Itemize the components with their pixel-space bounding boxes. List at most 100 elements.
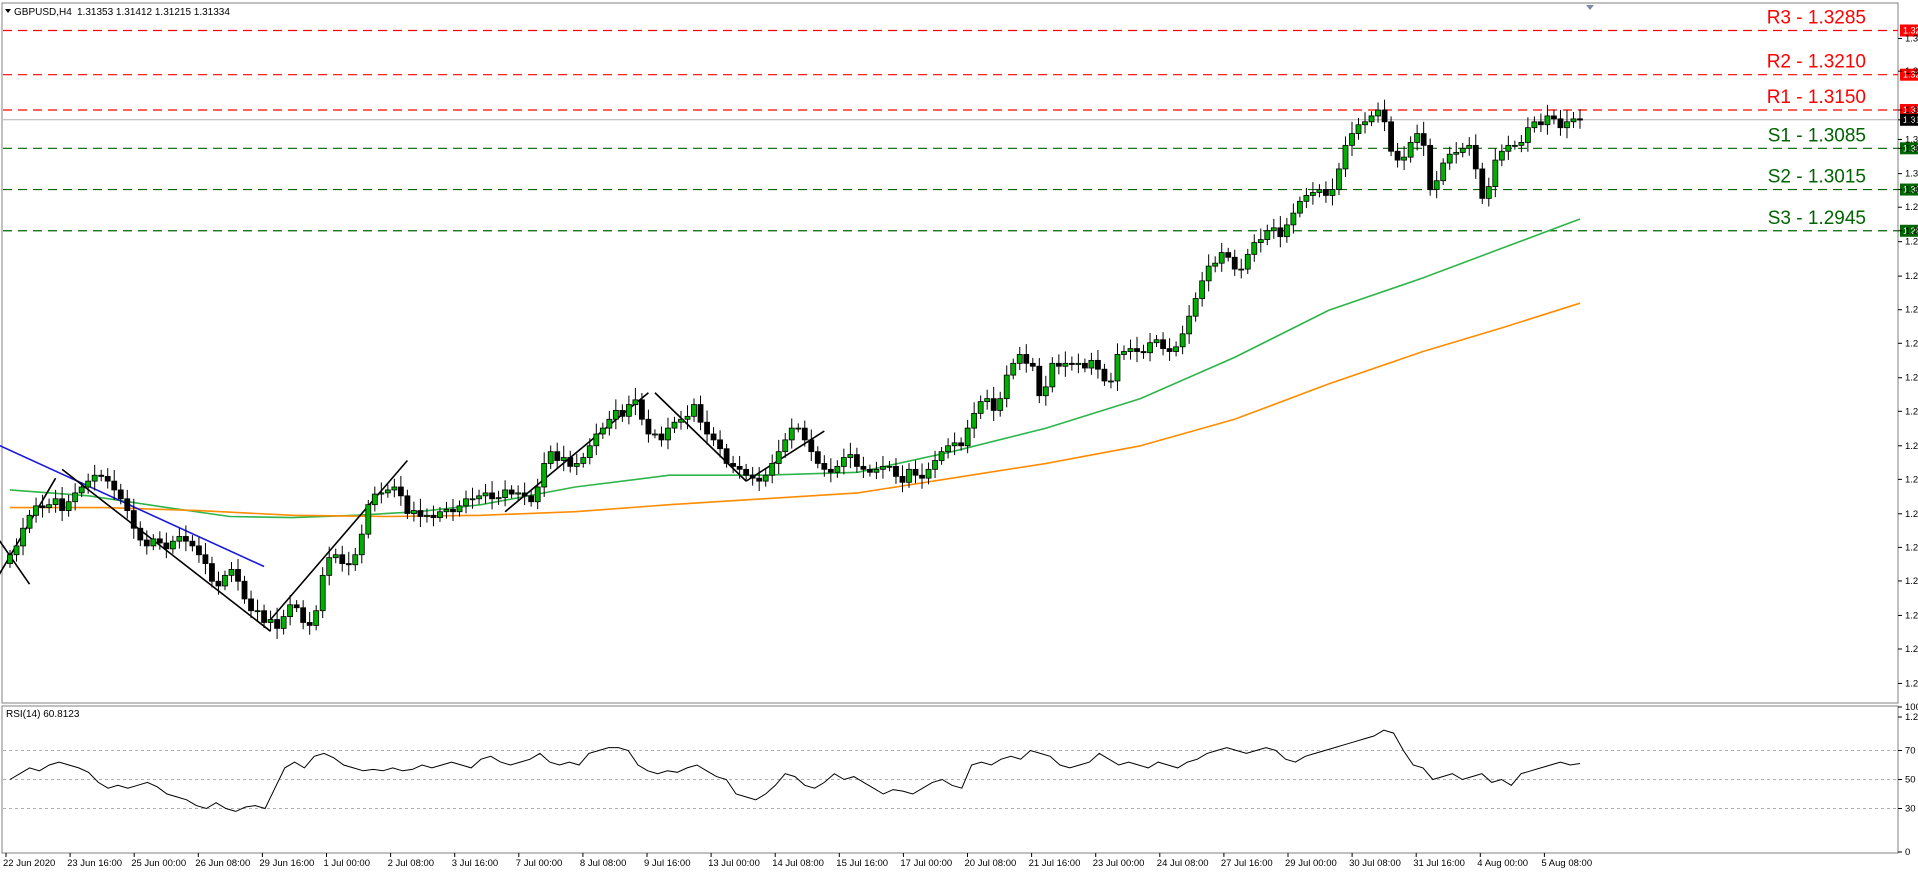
candle-bullish	[1251, 242, 1258, 255]
support-resistance-layer[interactable]: R3 - 1.3285 1.32850 R2 - 1.3210 1.32100 R1 -…	[3, 8, 1918, 237]
candle-bullish	[652, 433, 658, 436]
price-tick-label: 1.29850	[1905, 202, 1918, 213]
candle-bullish	[925, 468, 932, 479]
candle-bullish	[1349, 133, 1355, 146]
candle-bullish	[1010, 362, 1017, 376]
candle-bullish	[938, 451, 945, 461]
candle-bearish	[743, 468, 750, 476]
candle-bullish	[371, 493, 378, 506]
time-tick-label: 1 Jul 00:00	[324, 858, 370, 869]
scroll-marker-icon[interactable]	[1586, 5, 1594, 10]
candle-bullish	[560, 457, 567, 461]
candle-bullish	[33, 505, 39, 516]
candle-bullish	[1362, 121, 1368, 126]
candle-bullish	[782, 439, 789, 453]
candle-bullish	[52, 498, 59, 506]
candle-bearish	[39, 505, 46, 509]
candle-bullish	[150, 538, 157, 547]
candle-bearish	[404, 495, 411, 514]
time-tick-label: 24 Jul 08:00	[1157, 858, 1209, 869]
price-tick-label: 1.31000	[1905, 134, 1918, 145]
candle-bullish	[456, 505, 463, 513]
candle-bullish	[176, 536, 183, 542]
candle-bearish	[417, 510, 424, 517]
time-axis[interactable]: 22 Jun 2020 23 Jun 16:00 25 Jun 00:00 26 Ju…	[3, 853, 1592, 869]
candle-bullish	[840, 457, 847, 467]
candle-bearish	[704, 421, 710, 435]
candle-bearish	[274, 619, 280, 629]
candle-bullish	[1310, 192, 1316, 196]
candle-bearish	[1394, 150, 1401, 161]
price-tick-label: 1.27540	[1905, 338, 1918, 349]
candle-bullish	[1088, 359, 1095, 369]
candle-bearish	[710, 433, 717, 441]
price-axis[interactable]: 1.32715 1.32160 1.315001.31334 1.310001.308…	[1898, 33, 1918, 723]
candle-bullish	[20, 527, 26, 547]
candle-bullish	[762, 474, 769, 482]
candle-bullish	[951, 442, 958, 447]
trendline-black[interactable]	[0, 477, 57, 578]
candle-bullish	[1531, 121, 1538, 129]
time-tick-label: 23 Jul 00:00	[1093, 858, 1145, 869]
time-tick-label: 3 Jul 16:00	[452, 858, 498, 869]
candle-bullish	[1147, 342, 1153, 354]
level-price-tag-text: 1.32850	[1903, 26, 1918, 36]
dropdown-triangle-icon[interactable]	[5, 9, 11, 13]
candle-bullish	[1498, 150, 1505, 161]
candle-bullish	[1016, 354, 1023, 364]
time-tick-label: 14 Jul 08:00	[772, 858, 824, 869]
candle-bullish	[1108, 380, 1114, 383]
candle-bullish	[573, 463, 580, 467]
candle-bullish	[1003, 374, 1010, 400]
candle-bearish	[98, 474, 105, 477]
candle-bullish	[1264, 230, 1271, 241]
price-tick-label: 1.31334	[1905, 115, 1918, 126]
candle-bullish	[352, 554, 359, 566]
candle-bullish	[26, 514, 33, 529]
time-tick-label: 21 Jul 16:00	[1029, 858, 1081, 869]
candle-bearish	[508, 489, 515, 495]
candle-bearish	[1081, 362, 1088, 369]
candle-bullish	[1296, 200, 1303, 214]
candle-bullish	[788, 427, 795, 441]
level-label: S2 - 1.3015	[1768, 167, 1866, 188]
candle-bearish	[143, 539, 150, 547]
rsi-indicator-label: RSI(14) 60.8123	[6, 709, 80, 720]
candle-bearish	[235, 569, 241, 582]
candle-bullish	[72, 492, 79, 503]
candle-bullish	[1212, 262, 1219, 267]
candle-bearish	[736, 465, 743, 470]
candle-bullish	[280, 616, 287, 629]
candle-bullish	[326, 557, 333, 576]
candle-bearish	[697, 404, 704, 423]
candle-bearish	[124, 498, 131, 511]
price-tick-label: 1.22350	[1905, 644, 1918, 655]
candle-bullish	[541, 463, 548, 488]
candle-bearish	[808, 439, 815, 453]
trendline-black[interactable]	[269, 459, 408, 621]
candle-bullish	[1355, 124, 1362, 134]
last-price-tag-text: 1.31334	[1903, 115, 1918, 125]
candle-bearish	[202, 554, 209, 564]
candle-bullish	[1433, 180, 1440, 190]
symbol-header[interactable]: GBPUSD,H4 1.31353 1.31412 1.31215 1.3133…	[5, 7, 230, 18]
candle-bullish	[1446, 153, 1453, 164]
candle-bearish	[130, 510, 137, 529]
candle-bullish	[313, 610, 320, 626]
candle-bullish	[1492, 159, 1499, 187]
time-tick-label: 30 Jul 08:00	[1349, 858, 1401, 869]
trendline-black[interactable]	[0, 537, 31, 585]
price-tick-label: 1.26955	[1905, 373, 1918, 384]
time-tick-label: 25 Jun 00:00	[131, 858, 186, 869]
candle-bearish	[1381, 109, 1388, 123]
candle-bearish	[730, 463, 737, 467]
candle-bullish	[586, 445, 593, 458]
candle-bullish	[769, 463, 776, 476]
candle-bullish	[1244, 253, 1251, 270]
price-tick-label: 1.21765	[1905, 678, 1918, 689]
candle-bullish	[254, 610, 261, 613]
candle-bullish	[1257, 239, 1264, 243]
candle-bullish	[1075, 362, 1082, 365]
price-tick-label: 1.32160	[1905, 66, 1918, 77]
